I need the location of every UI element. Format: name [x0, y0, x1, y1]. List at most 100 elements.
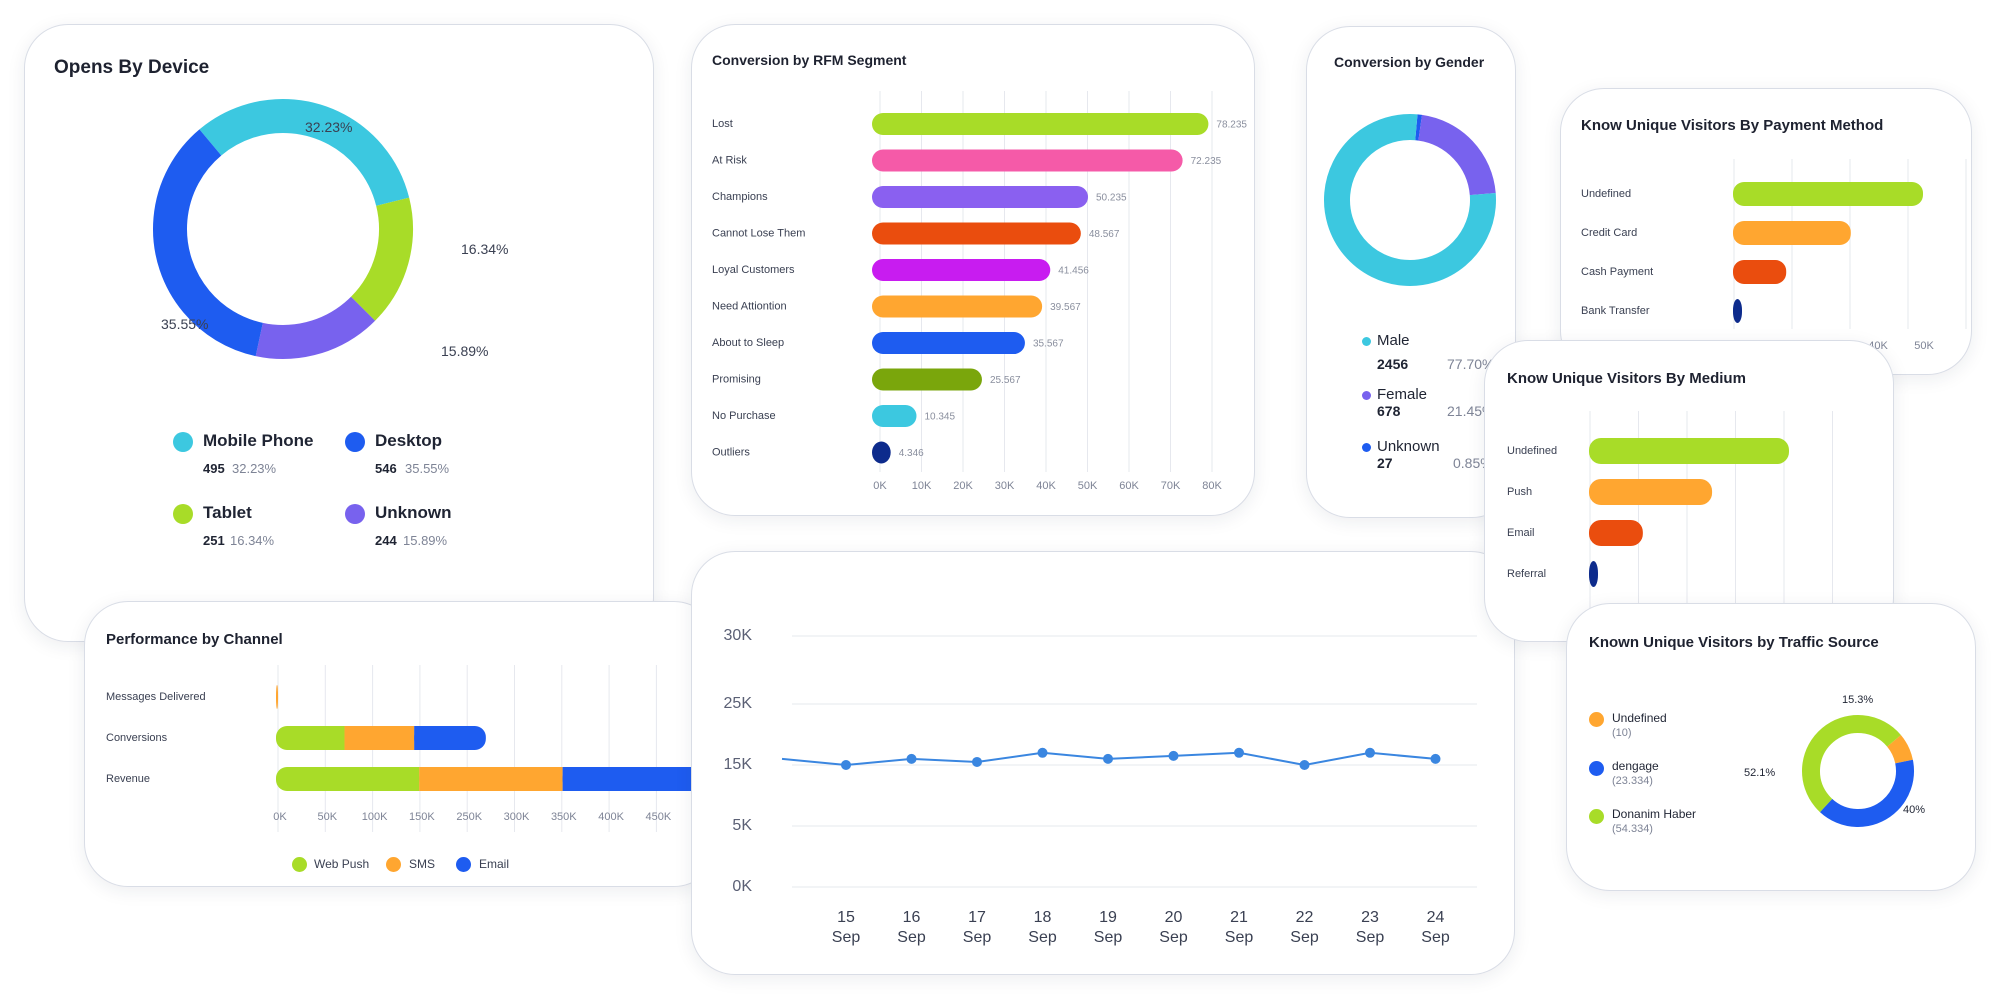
- bar-conversions-web-push: [276, 726, 345, 750]
- bar-cash-payment: [1733, 260, 1787, 284]
- bar-messages-delivered-sms: [276, 685, 279, 709]
- legend-count: 546: [375, 461, 397, 476]
- bar-need-attiontion: [872, 295, 1043, 318]
- legend-count: 244: [375, 533, 397, 548]
- y-tick-label: 15K: [724, 756, 753, 773]
- legend-pct: 21.45%: [1447, 403, 1495, 419]
- x-tick-label: 80K: [1202, 480, 1222, 492]
- x-tick-month: Sep: [1225, 929, 1254, 946]
- legend-dot: [292, 857, 307, 872]
- bar-email: [1589, 520, 1643, 546]
- x-tick-day: 23: [1361, 909, 1379, 926]
- x-tick-label: 50K: [1914, 340, 1934, 352]
- card-title: Opens By Device: [54, 57, 210, 78]
- channel-stacked-bar-chart: 0K 50K 100K 150K 250K 300K 350K 400K 450K Message…: [106, 665, 706, 832]
- legend-dot: [345, 504, 365, 524]
- category-label: Revenue: [106, 773, 150, 785]
- x-tick-label: 20K: [953, 480, 973, 492]
- data-point: [1168, 750, 1179, 761]
- value-label: 39.567: [1050, 302, 1081, 313]
- legend-label: Tablet: [203, 503, 252, 522]
- card-title: Conversion by Gender: [1334, 54, 1485, 70]
- legend-dot: [456, 857, 471, 872]
- legend-dot: [386, 857, 401, 872]
- bar-at-risk: [872, 149, 1183, 172]
- category-label: Champions: [712, 191, 768, 203]
- bar-revenue-web-push-fill: [405, 767, 420, 791]
- x-tick-label: 30K: [995, 480, 1015, 492]
- legend-pct: 0.85%: [1453, 455, 1493, 471]
- legend-count: 2456: [1377, 356, 1409, 372]
- card-title: Conversion by RFM Segment: [712, 52, 907, 68]
- legend-dot: [1589, 809, 1604, 824]
- bar-conversions-web-push-fill: [330, 726, 345, 750]
- legend-label: Undefined: [1612, 711, 1667, 725]
- legend-dot: [173, 432, 193, 452]
- value-label: 48.567: [1089, 229, 1120, 240]
- gender-donut-chart: [1324, 114, 1496, 286]
- legend-count: (10): [1612, 727, 1632, 739]
- x-tick-label: 100K: [362, 811, 388, 823]
- x-tick-month: Sep: [897, 929, 926, 946]
- category-label: At Risk: [712, 154, 747, 166]
- opens-by-device-card: Opens By Device 32.23% 16.34% 15.89% 35.…: [24, 24, 654, 642]
- bar-revenue-sms-fill: [419, 767, 563, 791]
- bar-revenue-web-push: [276, 767, 420, 791]
- bar-lost: [872, 113, 1209, 135]
- category-label: Messages Delivered: [106, 691, 206, 703]
- bar-conversions-sms-fill: [344, 726, 415, 750]
- category-label: Credit Card: [1581, 227, 1637, 239]
- payment-method-card: Know Unique Visitors By Payment Method 4…: [1560, 88, 1972, 375]
- y-tick-label: 5K: [732, 817, 752, 834]
- value-label: 72.235: [1191, 156, 1222, 167]
- x-tick-day: 20: [1165, 909, 1183, 926]
- value-label: 10.345: [924, 412, 955, 423]
- x-tick-label: 300K: [504, 811, 530, 823]
- value-label: 78.235: [1216, 120, 1247, 131]
- bar-bank-transfer: [1733, 299, 1742, 323]
- legend-pct: 16.34%: [230, 533, 275, 548]
- card-title: Know Unique Visitors By Medium: [1507, 370, 1746, 387]
- gender-slice-unknown: [1324, 114, 1496, 286]
- bar-undefined: [1589, 438, 1789, 464]
- data-point: [1037, 747, 1048, 758]
- slice-label-donanim-haber: 52.1%: [1744, 767, 1776, 779]
- legend-dot: [1589, 712, 1604, 727]
- data-point: [1430, 753, 1441, 764]
- card-title: Know Unique Visitors By Payment Method: [1581, 117, 1884, 134]
- x-tick-month: Sep: [1356, 929, 1385, 946]
- legend-count: (23.334): [1612, 775, 1653, 787]
- category-label: Outliers: [712, 446, 750, 458]
- device-slice-desktop: [153, 99, 413, 359]
- x-tick-day: 19: [1099, 909, 1117, 926]
- x-tick-label: 50K: [318, 811, 338, 823]
- legend-label: Desktop: [375, 431, 443, 450]
- legend-label: Web Push: [314, 857, 370, 871]
- x-tick-day: 18: [1034, 909, 1052, 926]
- legend-label: dengage: [1612, 759, 1659, 773]
- category-label: Undefined: [1507, 445, 1557, 457]
- bar-cannot-lose-them: [872, 222, 1081, 245]
- legend-pct: 35.55%: [405, 461, 450, 476]
- data-point: [841, 760, 851, 770]
- x-tick-label: 400K: [598, 811, 624, 823]
- category-label: Cannot Lose Them: [712, 227, 805, 239]
- y-tick-label: 30K: [724, 627, 753, 644]
- legend-label: Female: [1377, 386, 1428, 403]
- bar-push: [1589, 479, 1713, 505]
- legend-dot: [345, 432, 365, 452]
- category-label: Email: [1507, 527, 1535, 539]
- category-label: About to Sleep: [712, 337, 784, 349]
- category-label: Need Attiontion: [712, 300, 787, 312]
- x-tick-day: 17: [968, 909, 986, 926]
- x-tick-month: Sep: [832, 929, 861, 946]
- x-tick-month: Sep: [1094, 929, 1123, 946]
- x-tick-label: 0K: [873, 480, 887, 492]
- x-tick-label: 450K: [646, 811, 672, 823]
- category-label: Undefined: [1581, 188, 1631, 200]
- bar-promising: [872, 368, 982, 391]
- x-tick-day: 16: [903, 909, 921, 926]
- performance-channel-card: Performance by Channel 0K 50K 100K 150K 250K…: [84, 601, 718, 887]
- slice-label-unknown: 15.89%: [441, 343, 489, 359]
- slice-label-desktop: 35.55%: [161, 316, 209, 332]
